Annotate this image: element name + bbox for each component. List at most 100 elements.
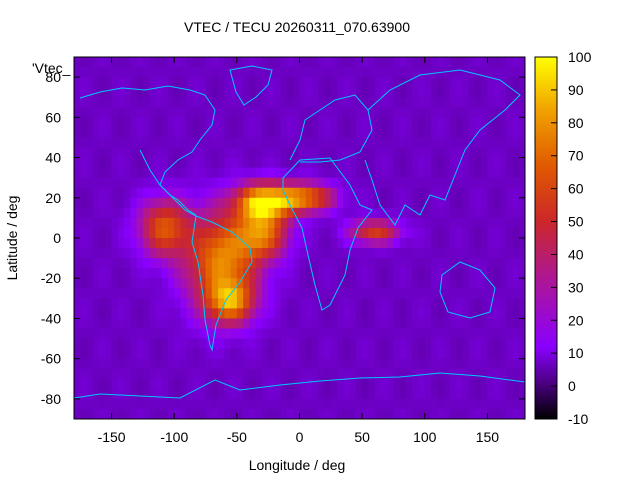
heatmap-cell [142, 258, 150, 269]
heatmap-cell [224, 238, 232, 249]
heatmap-cell [286, 288, 294, 299]
heatmap-cell [293, 127, 301, 139]
heatmap-cell [111, 187, 119, 199]
heatmap-cell [405, 338, 413, 350]
heatmap-cell [180, 127, 188, 139]
heatmap-cell [286, 368, 294, 380]
heatmap-cell [343, 197, 351, 209]
heatmap-cell [130, 157, 138, 169]
heatmap-cell [443, 107, 451, 118]
heatmap-cell [199, 167, 207, 179]
heatmap-cell [412, 318, 420, 330]
heatmap-cell [318, 187, 326, 199]
heatmap-cell [462, 127, 470, 139]
heatmap-cell [424, 77, 432, 88]
heatmap-cell [393, 217, 401, 229]
heatmap-cell [136, 278, 144, 289]
heatmap-cell [261, 258, 269, 269]
heatmap-cell [512, 217, 520, 229]
heatmap-cell [412, 388, 420, 400]
heatmap-cell [330, 308, 338, 320]
heatmap-cell [236, 288, 244, 299]
heatmap-cell [318, 388, 326, 400]
heatmap-cell [261, 117, 269, 128]
heatmap-cell [355, 258, 363, 269]
heatmap-cell [468, 127, 476, 139]
heatmap-cell [362, 328, 369, 340]
heatmap-cell [261, 358, 269, 370]
heatmap-cell [205, 248, 213, 259]
heatmap-cell [86, 97, 94, 108]
heatmap-cell [343, 348, 351, 360]
heatmap-cell [474, 87, 482, 98]
heatmap-cell [437, 248, 445, 259]
heatmap-cell [468, 268, 476, 279]
heatmap-cell [92, 348, 100, 360]
heatmap-cell [205, 117, 213, 128]
heatmap-cell [380, 408, 388, 419]
heatmap-cell [487, 147, 495, 159]
heatmap-cell [318, 177, 326, 189]
heatmap-cell [431, 268, 438, 279]
heatmap-cell [474, 137, 482, 149]
heatmap-cell [418, 318, 426, 330]
heatmap-cell [99, 398, 106, 410]
heatmap-cell [149, 67, 157, 78]
heatmap-cell [405, 318, 413, 330]
heatmap-cell [393, 238, 401, 249]
heatmap-cell [343, 248, 351, 259]
heatmap-cell [512, 67, 520, 78]
heatmap-cell [293, 117, 301, 128]
heatmap-cell [117, 268, 125, 279]
heatmap-cell [368, 207, 376, 219]
heatmap-cell [468, 308, 476, 320]
heatmap-cell [74, 227, 81, 239]
heatmap-cell [343, 398, 351, 410]
heatmap-cell [405, 398, 413, 410]
heatmap-cell [368, 248, 376, 259]
heatmap-cell [380, 187, 388, 199]
heatmap-cell [80, 378, 88, 390]
heatmap-cell [324, 147, 332, 159]
heatmap-cell [230, 187, 238, 199]
heatmap-cell [261, 288, 269, 299]
heatmap-cell [224, 157, 232, 169]
heatmap-cell [230, 167, 238, 179]
heatmap-cell [299, 288, 307, 299]
heatmap-cell [92, 147, 100, 159]
heatmap-cell [399, 398, 407, 410]
heatmap-cell [74, 288, 81, 299]
heatmap-cell [481, 258, 489, 269]
heatmap-cell [111, 288, 119, 299]
heatmap-cell [462, 67, 470, 78]
heatmap-cell [512, 368, 520, 380]
heatmap-cell [111, 77, 119, 88]
heatmap-cell [330, 268, 338, 279]
heatmap-cell [155, 288, 163, 299]
heatmap-cell [387, 398, 395, 410]
heatmap-cell [437, 137, 445, 149]
heatmap-cell [261, 338, 269, 350]
heatmap-cell [99, 157, 106, 169]
heatmap-cell [80, 57, 88, 68]
heatmap-cell [155, 308, 163, 320]
heatmap-cell [462, 107, 470, 118]
heatmap-cell [74, 248, 81, 259]
heatmap-cell [337, 97, 344, 108]
heatmap-cell [343, 67, 351, 78]
heatmap-cell [243, 167, 250, 179]
heatmap-cell [318, 217, 326, 229]
heatmap-cell [343, 207, 351, 219]
heatmap-cell [105, 147, 113, 159]
heatmap-cell [155, 408, 163, 419]
heatmap-cell [199, 338, 207, 350]
heatmap-cell [380, 87, 388, 98]
heatmap-cell [149, 358, 157, 370]
heatmap-cell [293, 388, 301, 400]
heatmap-cell [368, 167, 376, 179]
heatmap-cell [418, 298, 426, 309]
heatmap-cell [155, 187, 163, 199]
heatmap-cell [374, 127, 382, 139]
heatmap-cell [230, 298, 238, 309]
heatmap-cell [224, 87, 232, 98]
